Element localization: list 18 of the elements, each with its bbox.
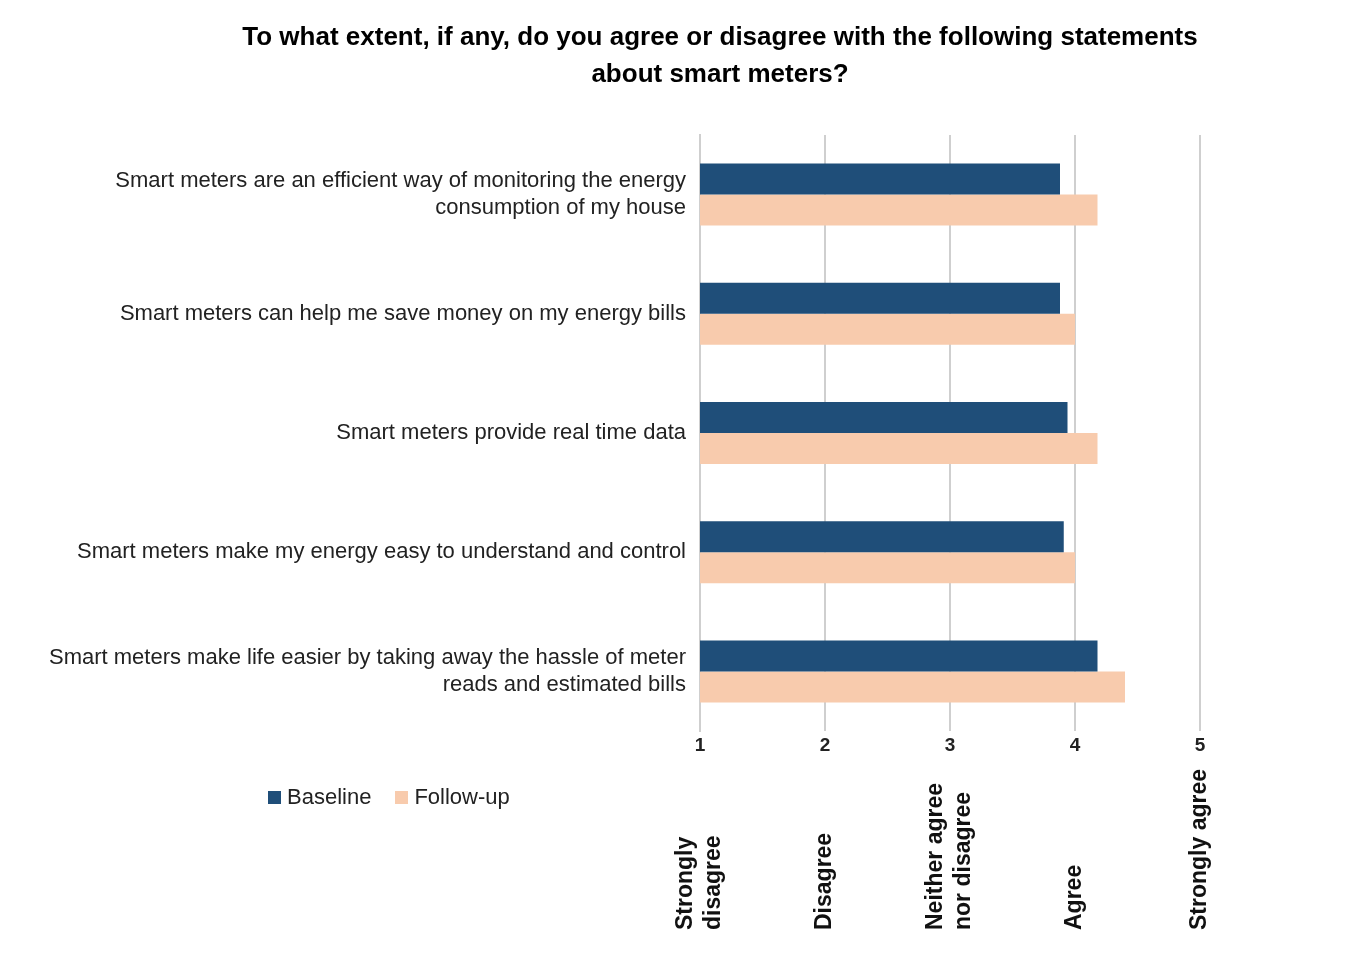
y-tick-label: Smart meters are an efficient way of monitoring the energy consumption of my house <box>115 167 686 219</box>
legend-label: Follow-up <box>413 784 510 810</box>
x-tick-label: 3 <box>944 733 956 755</box>
text: Strongly agree <box>1185 768 1212 930</box>
text: Strongly disagree <box>671 835 726 930</box>
legend-label: Baseline <box>286 784 372 810</box>
y-tick-label: Smart meters make my energy easy to understand and control <box>77 538 686 564</box>
x-tick-label: 2 <box>819 733 831 755</box>
text: Agree <box>1060 864 1087 930</box>
y-tick-label: Smart meters provide real time data <box>336 419 687 445</box>
chart-title: To what extent, if any, do you agree or disagree with the following statements about smart meters? <box>241 20 1199 90</box>
text: Neither agree nor disagree <box>921 782 976 930</box>
x-tick-label: 4 <box>1069 733 1081 755</box>
x-tick-label: 1 <box>694 733 706 755</box>
y-tick-label: Smart meters make life easier by taking away the hassle of meter reads and estimated bills <box>48 644 686 696</box>
x-tick-label: 5 <box>1194 733 1206 755</box>
text: Disagree <box>810 832 837 930</box>
y-tick-label: Smart meters can help me save money on my energy bills <box>119 299 686 325</box>
